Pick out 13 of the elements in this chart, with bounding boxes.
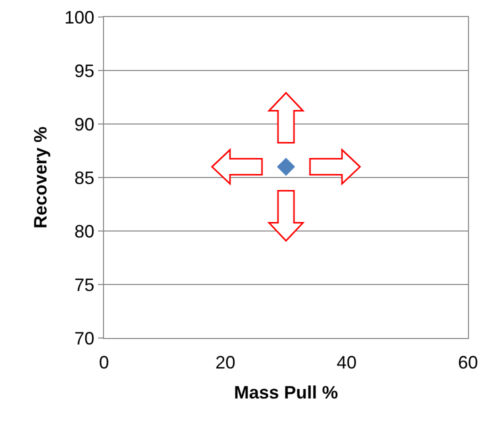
x-tick-label: 40 [336, 352, 357, 373]
y-axis-title: Recovery % [30, 126, 51, 229]
y-tick-label: 70 [74, 328, 94, 348]
y-tick-label: 95 [74, 60, 94, 81]
x-axis-title: Mass Pull % [234, 382, 338, 403]
y-tick-label: 85 [74, 168, 94, 188]
x-tick-label: 0 [98, 352, 110, 373]
y-tick-label: 75 [74, 274, 94, 295]
y-tick-label: 90 [74, 114, 94, 134]
y-tick-label: 80 [74, 221, 94, 242]
x-tick-label: 20 [215, 352, 236, 373]
y-tick-label: 100 [64, 7, 94, 28]
x-tick-label: 60 [458, 352, 478, 373]
